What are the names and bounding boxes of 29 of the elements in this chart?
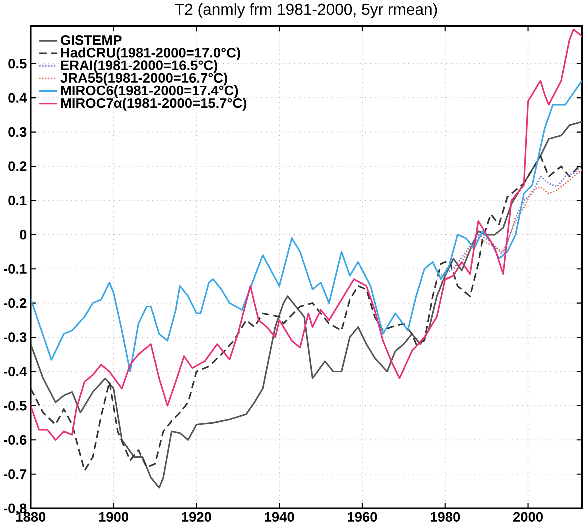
y-tick-label: -0.8	[4, 504, 27, 514]
legend-label: MIROC7α(1981-2000=15.7°C)	[61, 98, 247, 112]
y-tick-label: -0.1	[4, 264, 27, 274]
y-tick-label: -0.2	[4, 298, 27, 308]
x-tick-label: 1980	[430, 512, 460, 522]
legend-label: MIROC6(1981-2000=17.4°C)	[61, 86, 238, 99]
y-tick-label: -0.7	[4, 470, 27, 480]
legend-label: ERAI(1981-2000=16.5°C)	[61, 60, 218, 74]
y-tick-label: -0.5	[4, 401, 27, 412]
line-series	[30, 29, 582, 442]
x-tick-label: 1940	[265, 512, 294, 522]
x-tick-label: 1900	[99, 512, 129, 522]
legend-label: HadCRU(1981-2000=17.0°C)	[61, 48, 240, 61]
chart-title: T2 (anmly frm 1981-2000, 5yr rmean)	[175, 4, 438, 18]
legend-label: JRA55(1981-2000=16.7°C)	[60, 73, 228, 86]
y-tick-label: -0.3	[4, 332, 27, 343]
legend-label: GISTEMP	[61, 36, 122, 46]
y-tick-label: -0.6	[4, 436, 27, 446]
y-tick-label: -0.4	[4, 367, 28, 377]
x-tick-label: 2000	[513, 512, 543, 522]
y-tick-label: 0.1	[8, 196, 27, 206]
y-tick-label: 0.4	[8, 93, 28, 104]
x-tick-label: 1960	[348, 512, 378, 522]
x-tick-label: 1920	[182, 512, 212, 522]
y-tick-label: 0	[20, 230, 27, 240]
y-tick-label: 0.3	[8, 128, 27, 138]
x-tick-label: 1880	[16, 512, 46, 522]
y-tick-label: 0.2	[8, 162, 27, 172]
y-tick-label: 0.5	[8, 59, 27, 69]
